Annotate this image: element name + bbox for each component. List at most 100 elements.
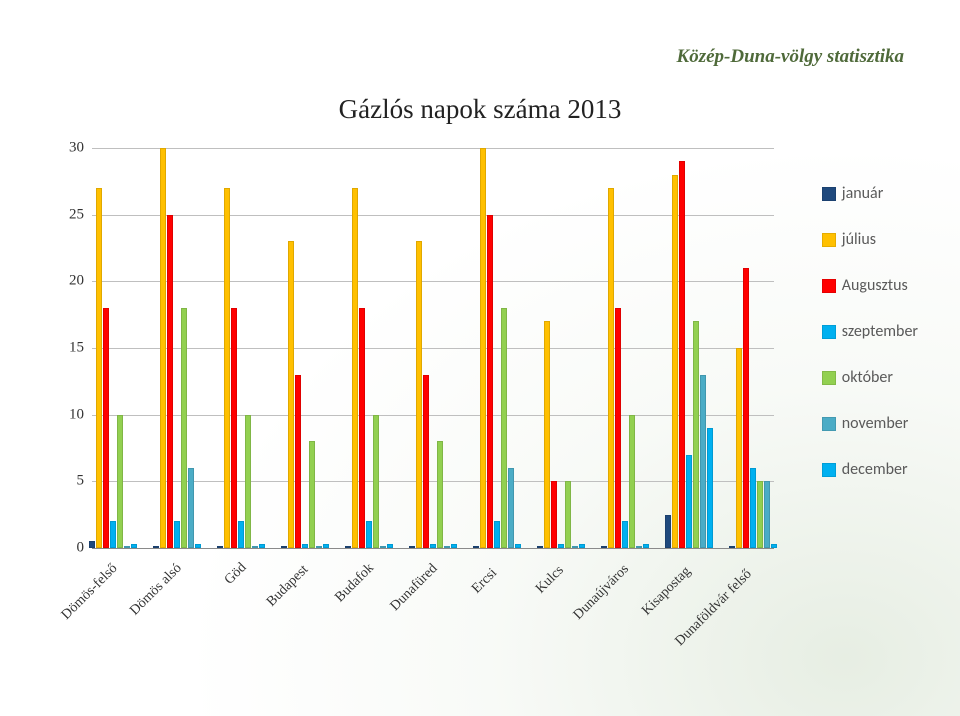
bar — [295, 375, 301, 548]
bar — [409, 546, 415, 548]
bar — [423, 375, 429, 548]
bar — [281, 546, 287, 548]
legend-label: október — [842, 368, 893, 387]
bar-chart: 051015202530 Dömös-felsőDömös alsóGödBud… — [54, 148, 774, 578]
bar — [437, 441, 443, 548]
bar — [309, 441, 315, 548]
bar — [508, 468, 514, 548]
bar — [764, 481, 770, 548]
bar — [572, 546, 578, 548]
legend-label: november — [842, 414, 909, 433]
bar — [515, 544, 521, 548]
y-tick-label: 20 — [54, 273, 84, 290]
bar-group — [729, 148, 777, 548]
y-tick-label: 5 — [54, 473, 84, 490]
bar — [636, 546, 642, 548]
subtitle: Közép-Duna-völgy statisztika — [677, 46, 904, 68]
bar — [707, 428, 713, 548]
bar-group — [345, 148, 393, 548]
bar-group — [409, 148, 457, 548]
bar — [558, 544, 564, 548]
legend-swatch — [822, 279, 836, 293]
bar — [110, 521, 116, 548]
bar — [601, 546, 607, 548]
bar — [544, 321, 550, 548]
bar-group — [665, 148, 713, 548]
bar — [89, 541, 95, 548]
bar — [444, 546, 450, 548]
bar — [380, 546, 386, 548]
bar — [693, 321, 699, 548]
bar — [238, 521, 244, 548]
bar — [700, 375, 706, 548]
bar — [316, 546, 322, 548]
bar — [608, 188, 614, 548]
bar — [537, 546, 543, 548]
bar — [579, 544, 585, 548]
y-tick-label: 25 — [54, 206, 84, 223]
bar — [643, 544, 649, 548]
bar — [629, 415, 635, 548]
bar — [167, 215, 173, 548]
bar-group — [473, 148, 521, 548]
bar — [131, 544, 137, 548]
legend-label: július — [842, 230, 876, 249]
legend-label: Augusztus — [842, 276, 908, 295]
bar — [160, 148, 166, 548]
bar — [551, 481, 557, 548]
bar-group — [537, 148, 585, 548]
legend-label: december — [842, 460, 908, 479]
legend-item: július — [822, 230, 918, 249]
bar — [757, 481, 763, 548]
legend-swatch — [822, 417, 836, 431]
bar — [672, 175, 678, 548]
legend-label: szeptember — [842, 322, 918, 341]
legend-item: szeptember — [822, 322, 918, 341]
bar — [352, 188, 358, 548]
bar — [387, 544, 393, 548]
bar — [153, 546, 159, 548]
bar-group — [281, 148, 329, 548]
legend-label: január — [842, 184, 884, 203]
bar — [430, 544, 436, 548]
y-tick-label: 30 — [54, 140, 84, 157]
bar — [96, 188, 102, 548]
legend-item: november — [822, 414, 918, 433]
bar — [245, 415, 251, 548]
bar — [224, 188, 230, 548]
bar — [729, 546, 735, 548]
bar — [686, 455, 692, 548]
bar — [117, 415, 123, 548]
chart-title: Gázlós napok száma 2013 — [0, 94, 960, 125]
bar — [345, 546, 351, 548]
bar — [480, 148, 486, 548]
legend-swatch — [822, 233, 836, 247]
slide: Közép-Duna-völgy statisztika Gázlós napo… — [0, 0, 960, 716]
bar — [679, 161, 685, 548]
bar — [736, 348, 742, 548]
bar — [103, 308, 109, 548]
legend-item: december — [822, 460, 918, 479]
bar — [231, 308, 237, 548]
bar — [501, 308, 507, 548]
bar — [323, 544, 329, 548]
bar — [622, 521, 628, 548]
bar — [750, 468, 756, 548]
legend-swatch — [822, 371, 836, 385]
bar — [373, 415, 379, 548]
bar — [665, 515, 671, 548]
bar — [451, 544, 457, 548]
bar — [288, 241, 294, 548]
bar — [565, 481, 571, 548]
y-tick-label: 15 — [54, 340, 84, 357]
legend-swatch — [822, 187, 836, 201]
bar — [217, 546, 223, 548]
bar — [188, 468, 194, 548]
bar — [615, 308, 621, 548]
bar — [252, 546, 258, 548]
bar-group — [217, 148, 265, 548]
bar — [302, 544, 308, 548]
legend-swatch — [822, 463, 836, 477]
y-tick-label: 0 — [54, 540, 84, 557]
bar-group — [153, 148, 201, 548]
